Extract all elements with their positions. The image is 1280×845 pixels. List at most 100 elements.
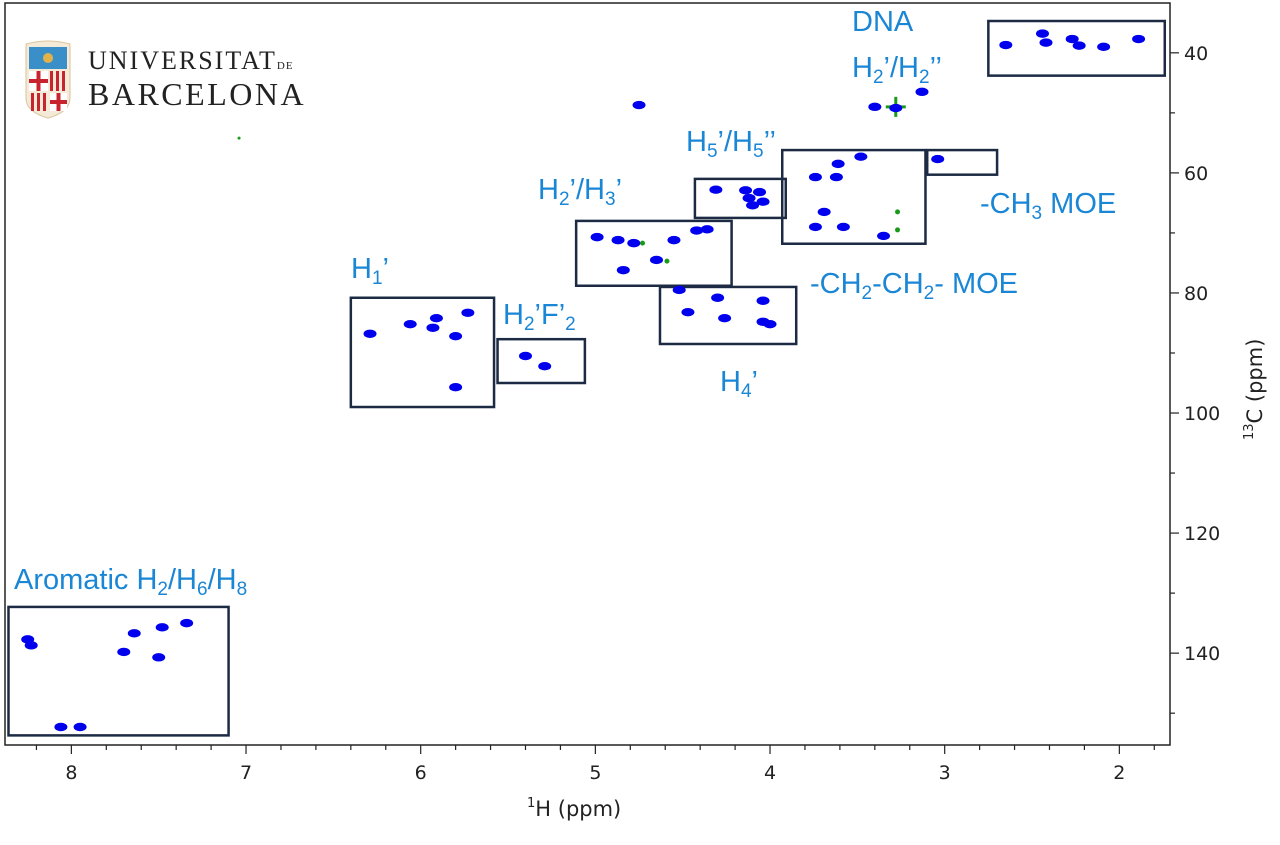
peak	[831, 159, 845, 169]
peak	[829, 172, 843, 182]
annotation-segment: ’F’	[534, 299, 566, 331]
annotation-segment: H	[351, 253, 372, 285]
logo-line2: BARCELONA	[88, 76, 307, 112]
peak	[746, 201, 760, 210]
peak	[999, 40, 1013, 50]
annotation-segment: 1	[371, 268, 383, 289]
x-tick-label: 4	[764, 762, 776, 784]
plot-frame	[4, 2, 1171, 746]
annotation-h4: H4’	[720, 366, 758, 402]
x-tick-label: 3	[939, 762, 951, 784]
annotation-h1: H1’	[351, 253, 389, 289]
peak	[127, 629, 141, 638]
university-crest-icon	[25, 40, 71, 119]
peak	[690, 226, 704, 235]
peak	[817, 207, 831, 217]
peak	[461, 308, 475, 317]
annotation-segment: 2	[157, 579, 168, 600]
h4-region	[658, 285, 798, 346]
peak	[627, 238, 641, 248]
annotation-segment: 3	[604, 189, 616, 210]
x-tick-label: 5	[589, 762, 601, 784]
peak	[363, 329, 377, 338]
peak	[73, 722, 87, 732]
annotation-segment: MOE	[1042, 188, 1117, 220]
annotation-segment: 2	[918, 67, 930, 88]
annotation-segment: -CH	[872, 268, 924, 300]
annotation-segment: 8	[236, 579, 248, 600]
negative-peak	[237, 136, 241, 140]
annotation-segment: 5	[706, 141, 718, 162]
peak	[756, 197, 770, 206]
dna-h2-region	[987, 19, 1167, 77]
peak	[763, 319, 777, 329]
peak	[709, 185, 723, 194]
negative-peak	[895, 227, 901, 233]
peak	[152, 653, 166, 662]
university-logo: UNIVERSITATDE BARCELONA	[22, 38, 306, 120]
peak	[180, 618, 194, 628]
h2-h3-region	[574, 219, 733, 288]
annotation-segment: H	[720, 366, 741, 398]
annotation-segment: 6	[197, 579, 208, 600]
annotation-h2f: H2’F’2	[503, 299, 576, 335]
peak	[808, 172, 822, 182]
annotation-segment: 2	[558, 189, 570, 210]
h5-region	[693, 177, 787, 220]
peak	[1132, 34, 1146, 44]
peak	[403, 319, 417, 329]
y-tick-label: 60	[1184, 163, 1208, 185]
annotation-segment: /H	[207, 564, 237, 596]
aromatic-region	[7, 605, 230, 737]
peak	[117, 647, 131, 657]
peak	[742, 193, 756, 203]
annotation-ch2ch2: -CH2-CH2- MOE	[810, 268, 1018, 304]
annotation-segment: 4	[740, 381, 752, 402]
y-tick-label: 140	[1184, 643, 1220, 665]
annotation-segment: 2	[923, 283, 935, 304]
peak	[518, 351, 532, 361]
annotation-dna-h2: H2’/H2’’	[852, 52, 942, 88]
annotation-segment: Aromatic H	[14, 564, 158, 596]
annotation-segment: /H	[168, 564, 197, 596]
peak	[667, 235, 681, 245]
peak	[915, 87, 929, 97]
x-tick-label: 8	[65, 762, 77, 784]
annotation-segment: 2	[872, 67, 884, 88]
logo-line1: UNIVERSITAT	[88, 46, 277, 75]
peak	[538, 361, 552, 371]
peak	[1097, 42, 1111, 52]
peak	[24, 641, 38, 650]
peak	[54, 722, 68, 732]
peak	[889, 103, 903, 113]
x-axis-label: 1H (ppm)	[527, 796, 622, 821]
peak	[681, 307, 695, 317]
peak	[632, 100, 646, 110]
peak	[1065, 34, 1079, 44]
annotation-segment: ’	[615, 174, 623, 206]
y-tick-label: 80	[1184, 283, 1208, 305]
peak	[155, 623, 169, 632]
peak	[449, 331, 463, 341]
x-tick-label: 2	[1113, 762, 1125, 784]
peak	[426, 323, 440, 332]
ch3-moe-region	[925, 148, 999, 176]
x-tick-label: 7	[240, 762, 252, 784]
peak	[753, 187, 767, 197]
annotation-segment: 2	[565, 314, 576, 335]
peak	[1072, 41, 1086, 50]
annotation-segment: ’/H	[569, 174, 605, 206]
y-tick-label: 100	[1184, 403, 1220, 425]
annotation-segment: H	[852, 52, 873, 84]
annotation-segment: H	[686, 126, 707, 158]
peak	[616, 265, 630, 275]
peak	[868, 102, 882, 112]
annotation-segment: 3	[1031, 203, 1043, 224]
annotation-dna: DNA	[852, 8, 913, 37]
annotation-segment: ’	[751, 366, 758, 398]
annotation-segment: -CH	[980, 188, 1032, 220]
y-axis-label: 13C (ppm)	[1242, 338, 1267, 440]
x-tick-label: 6	[415, 762, 427, 784]
peak	[711, 293, 725, 302]
